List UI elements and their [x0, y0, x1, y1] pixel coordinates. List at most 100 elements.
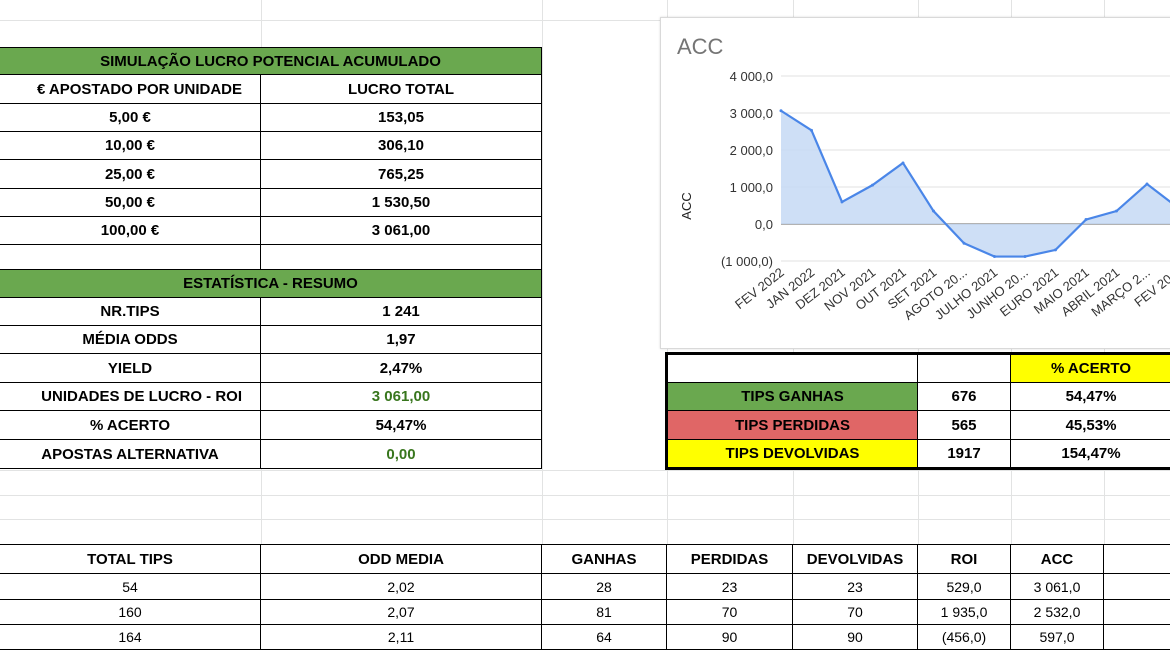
table-cell[interactable]: 54 [0, 574, 261, 600]
tips-perdidas-label: TIPS PERDIDAS [668, 411, 918, 440]
empty-cell[interactable] [0, 245, 261, 270]
table-cell[interactable]: 90 [793, 625, 918, 650]
table-cell[interactable]: 23 [667, 574, 793, 600]
col-header-total-tips[interactable]: TOTAL TIPS [0, 545, 261, 574]
stats-label: % ACERTO [0, 411, 261, 440]
sim-unit-cell[interactable]: 100,00 € [0, 217, 261, 245]
acc-chart[interactable]: ACC ACC 4 000,0 3 000,0 2 000,0 1 000,0 0,0 (… [660, 17, 1170, 349]
table-cell[interactable]: 23 [793, 574, 918, 600]
y-tick-label: (1 000,0) [721, 254, 773, 269]
sim-unit-cell[interactable]: 10,00 € [0, 132, 261, 160]
tips-devolvidas-pct[interactable]: 154,47% [1011, 440, 1170, 467]
sim-unit-cell[interactable]: 50,00 € [0, 189, 261, 217]
table-cell[interactable]: 70 [667, 600, 793, 625]
y-tick-label: 2 000,0 [730, 143, 773, 158]
col-header-roi[interactable]: ROI [918, 545, 1011, 574]
empty-cell[interactable] [668, 355, 918, 383]
sim-unit-cell[interactable]: 25,00 € [0, 160, 261, 189]
col-header-odd-media[interactable]: ODD MEDIA [261, 545, 542, 574]
col-header-perdidas[interactable]: PERDIDAS [667, 545, 793, 574]
empty-cell[interactable] [918, 355, 1011, 383]
table-cell[interactable]: 81 [542, 600, 667, 625]
empty-cell[interactable] [1104, 574, 1170, 600]
data-point [1115, 209, 1118, 213]
y-tick-label: 0,0 [755, 217, 773, 232]
stats-label: YIELD [0, 354, 261, 383]
tips-devolvidas-label: TIPS DEVOLVIDAS [668, 440, 918, 467]
y-tick-label: 1 000,0 [730, 180, 773, 195]
table-cell[interactable]: 3 061,0 [1011, 574, 1104, 600]
series-line [780, 109, 1170, 258]
empty-cell[interactable] [1104, 545, 1170, 574]
tips-ganhas-count[interactable]: 676 [918, 383, 1011, 411]
stats-label: MÉDIA ODDS [0, 326, 261, 354]
col-header-ganhas[interactable]: GANHAS [542, 545, 667, 574]
col-header-devolvidas[interactable]: DEVOLVIDAS [793, 545, 918, 574]
empty-cell[interactable] [1104, 600, 1170, 625]
table-cell[interactable]: 90 [667, 625, 793, 650]
sim-total-cell[interactable]: 153,05 [261, 104, 542, 132]
data-point [810, 128, 813, 132]
data-point [932, 209, 935, 213]
data-point [779, 109, 783, 113]
table-cell[interactable]: 2,02 [261, 574, 542, 600]
tips-perdidas-count[interactable]: 565 [918, 411, 1011, 440]
stats-value[interactable]: 2,47% [261, 354, 542, 383]
table-cell[interactable]: 1 935,0 [918, 600, 1011, 625]
stats-value[interactable]: 1,97 [261, 326, 542, 354]
table-cell[interactable]: 28 [542, 574, 667, 600]
empty-cell[interactable] [261, 245, 542, 270]
tips-ganhas-pct[interactable]: 54,47% [1011, 383, 1170, 411]
table-cell[interactable]: 164 [0, 625, 261, 650]
data-point [1145, 182, 1149, 186]
data-point [1023, 255, 1027, 259]
tips-devolvidas-count[interactable]: 1917 [918, 440, 1011, 467]
data-point [1054, 248, 1057, 252]
area-fill [781, 110, 1170, 257]
sim-total-cell[interactable]: 765,25 [261, 160, 542, 189]
table-cell[interactable]: 2,07 [261, 600, 542, 625]
stats-label: NR.TIPS [0, 298, 261, 326]
data-point [962, 241, 966, 245]
sim-unit-cell[interactable]: 5,00 € [0, 104, 261, 132]
stats-value[interactable]: 1 241 [261, 298, 542, 326]
table-cell[interactable]: 64 [542, 625, 667, 650]
stats-value[interactable]: 0,00 [261, 440, 542, 469]
tips-pct-header: % ACERTO [1011, 355, 1170, 383]
data-point [871, 183, 874, 187]
table-cell[interactable]: 2 532,0 [1011, 600, 1104, 625]
y-tick-label: 4 000,0 [730, 69, 773, 84]
stats-value[interactable]: 3 061,00 [261, 383, 542, 411]
sim-total-cell[interactable]: 3 061,00 [261, 217, 542, 245]
table-cell[interactable]: 70 [793, 600, 918, 625]
acc-chart-svg: ACC ACC 4 000,0 3 000,0 2 000,0 1 000,0 0,0 (… [677, 34, 1170, 323]
empty-cell[interactable] [1104, 625, 1170, 650]
stats-value[interactable]: 54,47% [261, 411, 542, 440]
tips-ganhas-label: TIPS GANHAS [668, 383, 918, 411]
data-table [0, 544, 1170, 650]
table-cell[interactable]: 597,0 [1011, 625, 1104, 650]
chart-plot-area: 4 000,0 3 000,0 2 000,0 1 000,0 0,0 (1 000,0)… [721, 69, 1170, 323]
stats-label: UNIDADES DE LUCRO - ROI [0, 383, 261, 411]
data-point [840, 200, 844, 204]
sim-total-cell[interactable]: 306,10 [261, 132, 542, 160]
data-point [993, 255, 996, 259]
sim-col-unit-header: € APOSTADO POR UNIDADE [0, 75, 261, 104]
tips-perdidas-pct[interactable]: 45,53% [1011, 411, 1170, 440]
y-tick-label: 3 000,0 [730, 106, 773, 121]
table-cell[interactable]: 529,0 [918, 574, 1011, 600]
stats-title: ESTATÍSTICA - RESUMO [0, 270, 542, 298]
stats-label: APOSTAS ALTERNATIVA [0, 440, 261, 469]
table-cell[interactable]: 160 [0, 600, 261, 625]
table-cell[interactable]: 2,11 [261, 625, 542, 650]
sim-total-cell[interactable]: 1 530,50 [261, 189, 542, 217]
sim-title: SIMULAÇÃO LUCRO POTENCIAL ACUMULADO [0, 47, 542, 75]
chart-ylabel: ACC [679, 192, 694, 219]
col-header-acc[interactable]: ACC [1011, 545, 1104, 574]
data-point [901, 161, 905, 165]
tips-summary [665, 352, 1170, 470]
chart-title: ACC [677, 34, 724, 59]
data-point [1084, 218, 1088, 222]
sim-col-total-header: LUCRO TOTAL [261, 75, 542, 104]
table-cell[interactable]: (456,0) [918, 625, 1011, 650]
